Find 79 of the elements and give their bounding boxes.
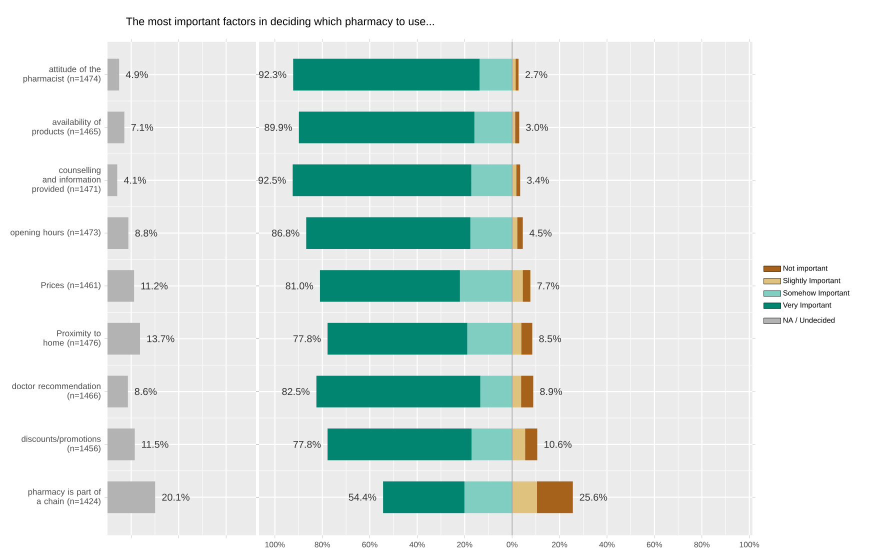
bar	[107, 58, 120, 91]
bar	[474, 112, 512, 144]
bar	[537, 482, 573, 514]
bar	[480, 58, 512, 91]
data-label: 20.1%	[162, 494, 190, 501]
bar	[107, 323, 140, 355]
text: 54.4%	[348, 494, 376, 501]
bar	[460, 270, 512, 302]
bar	[515, 112, 520, 144]
text: 81.0%	[286, 282, 314, 290]
bar	[464, 482, 512, 514]
y-tick-label: pharmacy is part of a chain (n=1424)	[28, 488, 101, 506]
data-label: 8.6%	[134, 388, 157, 396]
bar	[293, 58, 480, 91]
bar	[320, 270, 460, 302]
data-label: 8.8%	[135, 230, 158, 237]
bar	[107, 270, 134, 302]
data-label: 11.2%	[141, 282, 168, 290]
y-tick-label: Prices (n=1461)	[41, 282, 100, 290]
y-tick-label: Proximity to home (n=1476)	[44, 330, 101, 348]
text: 25.6%	[580, 494, 608, 501]
text: 2.7%	[526, 71, 548, 78]
data-label: 4.9%	[126, 71, 148, 78]
bar	[512, 323, 522, 355]
bar	[512, 270, 523, 302]
bar	[516, 58, 519, 91]
bar	[316, 376, 480, 408]
text: 77.8%	[293, 335, 321, 342]
y-tick-label: doctor recommendation (n=1466)	[12, 383, 100, 400]
bar	[107, 164, 118, 196]
bar	[516, 164, 520, 196]
bar	[328, 323, 468, 355]
bar	[512, 376, 522, 408]
bar	[107, 482, 156, 514]
data-label: 13.7%	[147, 335, 174, 342]
bar	[107, 112, 124, 144]
text: 77.8%	[293, 441, 321, 448]
y-tick-label: opening hours (n=1473)	[10, 229, 100, 238]
bar	[471, 164, 512, 196]
bar	[107, 428, 135, 460]
bar	[517, 217, 523, 250]
bar	[480, 376, 512, 408]
bar	[512, 482, 538, 514]
text: 8.9%	[540, 388, 562, 396]
bar	[107, 217, 128, 250]
bar	[512, 217, 518, 250]
bar	[383, 482, 464, 514]
bar	[328, 428, 472, 460]
bar	[512, 428, 526, 460]
y-tick-label: discounts/promotions (n=1456)	[22, 436, 101, 454]
text: 92.3%	[258, 71, 286, 78]
text: 89.9%	[264, 124, 292, 132]
bar	[525, 428, 538, 460]
bar	[107, 376, 128, 408]
bar	[472, 428, 512, 460]
y-tick-label: counselling and information provided (n=1471)	[32, 167, 100, 194]
y-tick-label: attitude of the pharmacist (n=1474)	[23, 66, 101, 84]
text: 10.6%	[544, 441, 572, 448]
text: 92.5%	[258, 176, 286, 184]
text: 82.5%	[282, 388, 310, 396]
bar	[292, 164, 472, 196]
data-label: 11.5%	[142, 441, 168, 448]
bar	[470, 217, 512, 250]
data-label: 7.1%	[131, 124, 154, 132]
text: 4.5%	[530, 230, 552, 237]
text: 86.8%	[272, 230, 300, 237]
bar	[521, 323, 532, 355]
text: 8.5%	[539, 335, 562, 342]
bar	[298, 112, 474, 144]
bar	[521, 376, 534, 408]
bar	[522, 270, 530, 302]
bar	[467, 323, 512, 355]
text: 3.4%	[527, 176, 549, 184]
y-tick-label: availability of products (n=1465)	[32, 118, 101, 136]
data-label: 4.1%	[124, 176, 146, 184]
bar	[306, 217, 470, 250]
text: 7.7%	[537, 282, 560, 290]
text: 3.0%	[526, 124, 548, 132]
text: The most important factors in deciding which pharmacy to use...	[126, 17, 434, 28]
